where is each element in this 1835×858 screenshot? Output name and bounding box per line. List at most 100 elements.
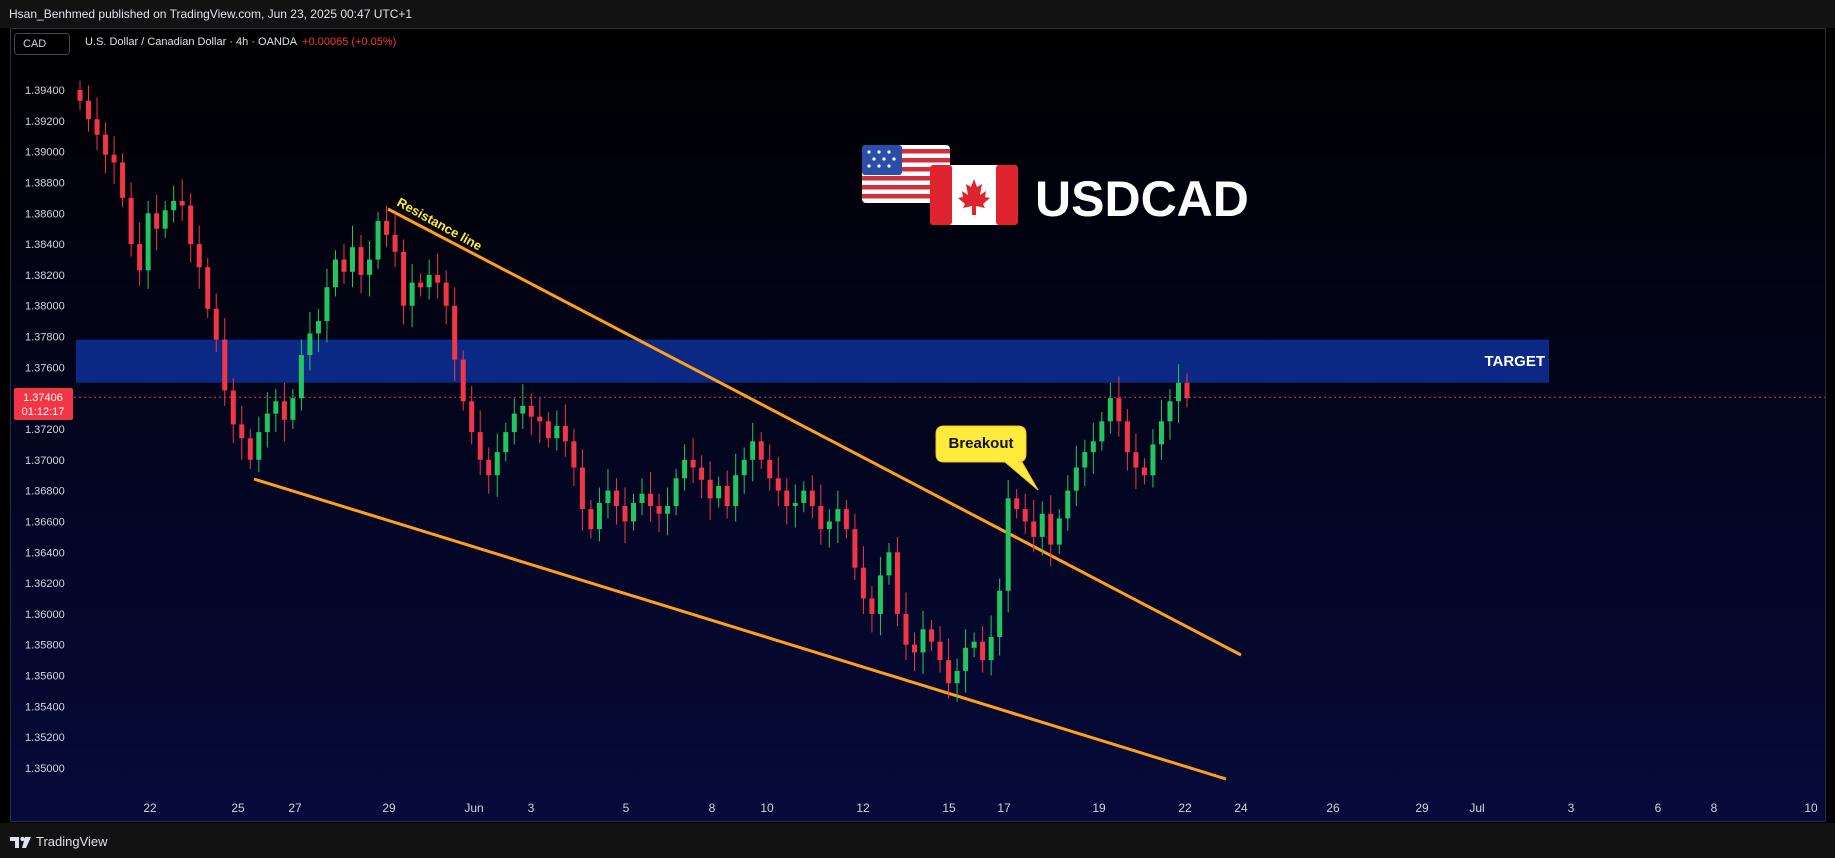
candle-body (196, 244, 202, 268)
y-tick-label: 1.36800 (25, 486, 65, 498)
candle-body (682, 459, 688, 479)
candle-body (256, 432, 262, 460)
candle-body (912, 644, 918, 653)
candle-body (818, 506, 824, 530)
candle-body (1184, 382, 1190, 399)
y-tick-label: 1.36600 (25, 516, 65, 528)
candle-body (349, 247, 355, 272)
candle-body (767, 459, 773, 479)
x-tick-label: 3 (528, 801, 535, 815)
candle-body (707, 479, 713, 499)
candle-body (290, 398, 296, 420)
chart-title: USDCAD (1035, 171, 1249, 227)
candle-body (145, 213, 151, 271)
usdcad-title-group: USDCAD (862, 145, 1249, 227)
target-label: TARGET (1484, 353, 1545, 370)
y-tick-label: 1.39400 (25, 85, 65, 97)
candle-body (392, 234, 398, 252)
y-tick-label: 1.36000 (25, 609, 65, 621)
target-zone (76, 339, 1549, 383)
x-tick-label: 10 (760, 801, 774, 815)
publisher-bar: Hsan_Benhmed published on TradingView.co… (0, 0, 1835, 28)
candle-body (460, 359, 466, 402)
candle-body (622, 506, 628, 522)
candle-body (111, 154, 117, 163)
y-tick-label: 1.35600 (25, 671, 65, 683)
breakout-label: Breakout (948, 435, 1013, 452)
candle-body (545, 421, 551, 439)
candle-body (1090, 441, 1096, 453)
candle-body (137, 244, 143, 271)
y-tick-label: 1.37600 (25, 362, 65, 374)
candle-body (264, 413, 270, 433)
candle-body (154, 213, 160, 229)
candle-body (358, 247, 364, 275)
candle-body (1082, 452, 1088, 468)
candle-body (1039, 513, 1045, 537)
candle-body (341, 259, 347, 272)
x-tick-label: 8 (1711, 801, 1718, 815)
candle-body (665, 506, 671, 514)
candle-body (1005, 498, 1011, 591)
candle-body (247, 438, 253, 460)
y-tick-label: 1.38400 (25, 239, 65, 251)
candle-body (469, 401, 475, 433)
symbol-name: U.S. Dollar / Canadian Dollar · 4h · OAN… (85, 36, 298, 48)
candle-body (971, 641, 977, 648)
candle-body (443, 282, 449, 306)
candle-body (613, 490, 619, 507)
candle-body (877, 575, 883, 614)
candle-body (477, 432, 483, 460)
candle-body (639, 493, 645, 503)
candle-body (503, 432, 509, 453)
y-tick-label: 1.37800 (25, 332, 65, 344)
candle-body (792, 502, 798, 507)
candle-body (579, 467, 585, 510)
candle-body (401, 251, 407, 306)
currency-button[interactable]: CAD (14, 33, 70, 55)
y-tick-label: 1.37200 (25, 424, 65, 436)
candle-body (1065, 490, 1071, 519)
candle-body (809, 490, 815, 507)
y-tick-label: 1.39000 (25, 147, 65, 159)
candle-body (520, 405, 526, 414)
candle-body (571, 441, 577, 468)
candle-body (205, 267, 211, 309)
candle-body (1158, 421, 1164, 445)
chart-frame (10, 28, 1826, 822)
candle-body (298, 355, 304, 399)
candle-body (426, 274, 432, 288)
last-price-value: 1.37406 (23, 392, 63, 404)
tradingview-text: TradingView (36, 834, 108, 849)
candle-body (1022, 509, 1028, 522)
candle-body (980, 641, 986, 661)
candle-body (375, 220, 381, 260)
candle-body (1099, 421, 1105, 442)
candle-body (281, 401, 287, 420)
tradingview-logo[interactable]: TradingView (10, 834, 108, 849)
candle-body (1116, 398, 1122, 422)
y-tick-label: 1.35800 (25, 640, 65, 652)
candle-body (128, 197, 134, 245)
last-price-badge: 1.37406 01:12:17 (14, 388, 73, 420)
candle-body (954, 670, 960, 684)
y-tick-label: 1.39200 (25, 116, 65, 128)
y-tick-label: 1.35000 (25, 763, 65, 775)
candle-body (605, 490, 611, 503)
x-tick-label: 29 (382, 801, 396, 815)
candle-body (494, 452, 500, 476)
candle-body (120, 162, 126, 198)
x-tick-label: 29 (1415, 801, 1429, 815)
x-tick-label: 8 (709, 801, 716, 815)
candle-body (452, 305, 458, 360)
candle-body (886, 552, 892, 576)
x-tick-label: 22 (143, 801, 157, 815)
resistance-trendline (387, 207, 1242, 657)
y-tick-label: 1.38600 (25, 208, 65, 220)
candle-body (511, 413, 517, 433)
breakout-callout: Breakout (935, 425, 1039, 491)
candle-body (963, 647, 969, 671)
price-change: +0.00065 (+0.05%) (302, 36, 397, 48)
x-tick-label: 15 (942, 801, 956, 815)
